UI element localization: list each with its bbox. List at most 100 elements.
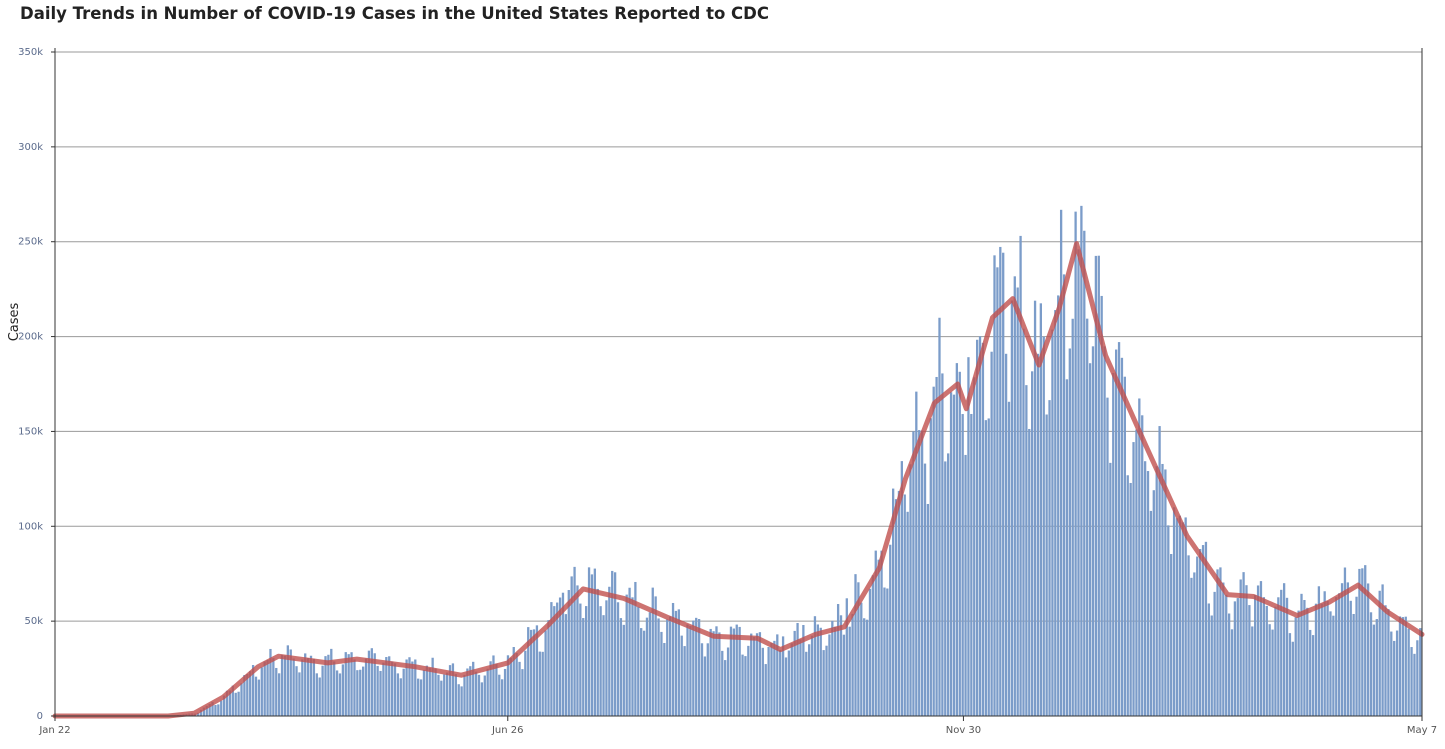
bar [1381, 584, 1384, 716]
bar [892, 488, 895, 716]
bar [417, 678, 420, 716]
bar [1126, 475, 1129, 716]
bar [278, 673, 281, 716]
bar [419, 679, 423, 716]
bar [448, 665, 452, 716]
bar [1097, 255, 1100, 716]
bar [1149, 510, 1153, 716]
bar [860, 602, 863, 716]
bar [257, 679, 261, 716]
bar [283, 655, 287, 716]
bar [810, 635, 814, 716]
bar [567, 590, 570, 716]
bar [1256, 585, 1260, 716]
y-tick-label: 0 [37, 711, 43, 722]
bar [428, 668, 431, 716]
bar [970, 413, 973, 716]
bar [700, 643, 704, 716]
bar [839, 615, 843, 716]
bar [425, 665, 429, 716]
bar [506, 655, 510, 716]
bar [787, 650, 791, 716]
bar [582, 618, 585, 716]
bar [978, 336, 982, 716]
bar [246, 674, 249, 716]
bar [208, 704, 211, 716]
bar [315, 673, 318, 716]
bar [1236, 598, 1239, 716]
bar [451, 663, 455, 716]
bar [466, 668, 469, 716]
bar [1375, 619, 1378, 716]
bar [996, 267, 999, 716]
bar [900, 461, 903, 716]
bar [1343, 567, 1347, 716]
bar [836, 604, 840, 716]
bar [1196, 556, 1199, 716]
bar [469, 666, 472, 716]
bar [338, 673, 342, 716]
bar [631, 597, 634, 716]
bar [590, 574, 594, 716]
bar [964, 454, 967, 716]
bar [306, 658, 310, 716]
bar [880, 550, 883, 716]
bar [1141, 415, 1144, 716]
bar [961, 414, 964, 716]
axis-layer: 0 50k 100k 150k 200k 250k 300k 350k Jan 22 Jun 26… [18, 47, 1437, 736]
bar [973, 377, 976, 716]
bar [492, 655, 495, 716]
bar [695, 617, 698, 716]
bar [732, 628, 736, 716]
y-tick-label: 300k [18, 142, 43, 153]
bar [1112, 372, 1115, 716]
bar [1164, 469, 1167, 716]
bar [1280, 589, 1283, 716]
bar [205, 705, 208, 716]
bar [1036, 353, 1040, 716]
bar [234, 692, 237, 716]
bar [292, 658, 295, 716]
bar [1146, 471, 1150, 716]
bar [364, 658, 368, 716]
bar [877, 559, 880, 716]
bar [576, 585, 579, 716]
bar [1039, 303, 1042, 716]
bar [608, 586, 611, 716]
bar [1395, 630, 1399, 716]
bar [854, 574, 857, 716]
bar [376, 665, 379, 716]
bar [547, 620, 550, 716]
bar [1002, 252, 1005, 716]
bar [1161, 463, 1164, 716]
bar [237, 691, 240, 716]
bar [1230, 629, 1234, 716]
bar [344, 652, 347, 716]
bar [472, 661, 475, 716]
bar [474, 671, 478, 716]
bar [944, 461, 947, 716]
bar [1045, 414, 1048, 716]
bar [1025, 385, 1028, 716]
bar [1225, 594, 1228, 716]
bar [327, 654, 330, 716]
bar [1384, 605, 1387, 716]
bar [758, 632, 762, 716]
average-line [52, 241, 1425, 719]
bar [920, 430, 924, 716]
bar [1004, 353, 1008, 716]
bar [509, 657, 512, 716]
bar [990, 351, 993, 716]
bar [385, 657, 388, 716]
bar [1349, 600, 1352, 716]
bar [808, 644, 811, 716]
bar [1277, 597, 1280, 716]
y-tick-label: 200k [18, 332, 43, 343]
bar [903, 494, 906, 716]
bar [1274, 606, 1277, 716]
bar [637, 606, 640, 716]
bar [1401, 617, 1405, 716]
bar [831, 620, 834, 716]
bar [280, 654, 284, 716]
